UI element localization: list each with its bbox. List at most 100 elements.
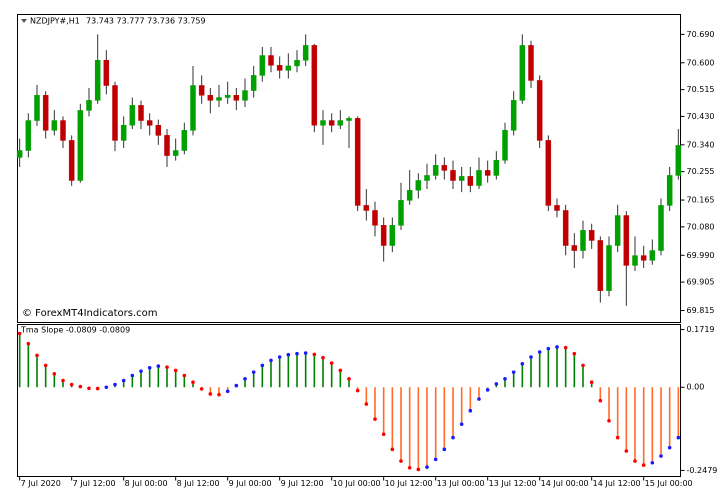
- candle-body: [389, 225, 396, 246]
- slope-dot: [659, 454, 663, 458]
- candle-body: [476, 170, 482, 186]
- slope-dot: [529, 355, 533, 359]
- candle-body: [406, 190, 413, 201]
- candle-body: [94, 60, 101, 101]
- slope-dot: [35, 353, 39, 358]
- slope-dot: [407, 465, 412, 470]
- slope-dot: [338, 368, 343, 373]
- candle-body: [640, 255, 647, 261]
- candle-body: [614, 215, 621, 246]
- slope-dot: [641, 463, 646, 467]
- candle-body: [441, 165, 448, 171]
- y-tick-label: 0.1719: [687, 325, 715, 334]
- candle-body: [328, 120, 335, 126]
- slope-dot: [78, 384, 83, 389]
- slope-dot: [598, 398, 603, 403]
- y-tick-label: 69.905: [687, 278, 715, 287]
- slope-dot: [17, 331, 22, 336]
- candle-body: [502, 130, 508, 161]
- slope-dot: [130, 373, 135, 378]
- slope-dot: [277, 355, 282, 359]
- candle-body: [562, 210, 569, 246]
- candle-body: [68, 140, 75, 181]
- candle-body: [346, 118, 352, 121]
- x-tick-label: 13 Jul 12:00: [489, 479, 537, 488]
- x-tick-label: 14 Jul 00:00: [541, 479, 589, 488]
- indicator-title: Tma Slope -0.0809 -0.0809: [20, 326, 130, 335]
- candle-body: [120, 125, 127, 141]
- slope-dot: [503, 377, 507, 381]
- slope-dot: [607, 419, 611, 423]
- slope-dot: [104, 385, 109, 390]
- candle-body: [250, 75, 257, 91]
- candle-body: [632, 255, 638, 266]
- candle-body: [597, 240, 604, 291]
- candle-body: [536, 80, 543, 141]
- slope-dot: [208, 392, 213, 396]
- x-tick-label: 9 Jul 12:00: [281, 479, 324, 488]
- candle-body: [25, 120, 32, 151]
- slope-dot: [191, 380, 195, 385]
- slope-dot: [286, 352, 291, 357]
- slope-dot: [494, 382, 499, 386]
- slope-dot: [173, 368, 178, 373]
- candle-body: [380, 225, 387, 246]
- slope-dot: [217, 392, 221, 397]
- candle-body: [86, 100, 92, 111]
- slope-dot: [295, 351, 299, 356]
- candle-body: [415, 180, 422, 191]
- candle-body: [164, 135, 170, 156]
- slope-dot: [26, 341, 31, 346]
- y-tick-label: 70.690: [687, 30, 715, 39]
- slope-dot: [589, 380, 594, 385]
- candle-body: [398, 200, 404, 226]
- slope-dot: [399, 459, 403, 463]
- slope-dot: [563, 345, 568, 350]
- candle-body: [372, 210, 378, 226]
- candle-body: [207, 95, 214, 101]
- candle-body: [519, 45, 526, 101]
- slope-dot: [139, 369, 143, 373]
- candle-body: [155, 125, 162, 136]
- y-tick-label: 69.990: [687, 251, 715, 260]
- watermark: © ForexMT4Indicators.com: [22, 308, 158, 319]
- slope-dot: [433, 457, 438, 462]
- candle-body: [450, 170, 456, 181]
- candle-body: [458, 176, 465, 181]
- slope-dot: [234, 383, 239, 388]
- candle-body: [42, 95, 49, 131]
- slope-dot: [373, 417, 377, 421]
- candle-body: [233, 95, 240, 101]
- slope-dot: [381, 432, 386, 437]
- slope-dot: [615, 435, 620, 440]
- candle-body: [311, 45, 318, 126]
- x-tick-label: 10 Jul 00:00: [333, 479, 381, 488]
- y-tick-label: 70.255: [687, 167, 715, 176]
- candle-body: [138, 105, 144, 121]
- candle-body: [181, 130, 188, 151]
- slope-dot: [260, 363, 265, 368]
- slope-dot: [113, 382, 117, 387]
- slope-dot: [451, 435, 455, 440]
- slope-dot: [61, 378, 65, 383]
- x-tick-label: 8 Jul 12:00: [177, 479, 220, 488]
- slope-dot: [121, 378, 126, 383]
- x-tick-label: 15 Jul 00:00: [645, 479, 693, 488]
- candle-body: [658, 205, 664, 251]
- x-tick-label: 7 Jul 12:00: [73, 479, 116, 488]
- slope-dot: [52, 372, 57, 376]
- candle-body: [484, 170, 491, 176]
- slope-dot: [147, 365, 152, 370]
- candle-body: [259, 55, 266, 76]
- chart-title: NZDJPY#,H1: [30, 17, 80, 26]
- slope-dot: [251, 370, 256, 374]
- candle-body: [285, 65, 292, 71]
- slope-dot: [624, 449, 629, 453]
- candle-body: [216, 97, 222, 101]
- slope-dot: [468, 408, 473, 413]
- slope-dot: [243, 377, 247, 381]
- candle-body: [16, 150, 23, 158]
- slope-dot: [520, 361, 525, 366]
- slope-dot: [269, 358, 273, 363]
